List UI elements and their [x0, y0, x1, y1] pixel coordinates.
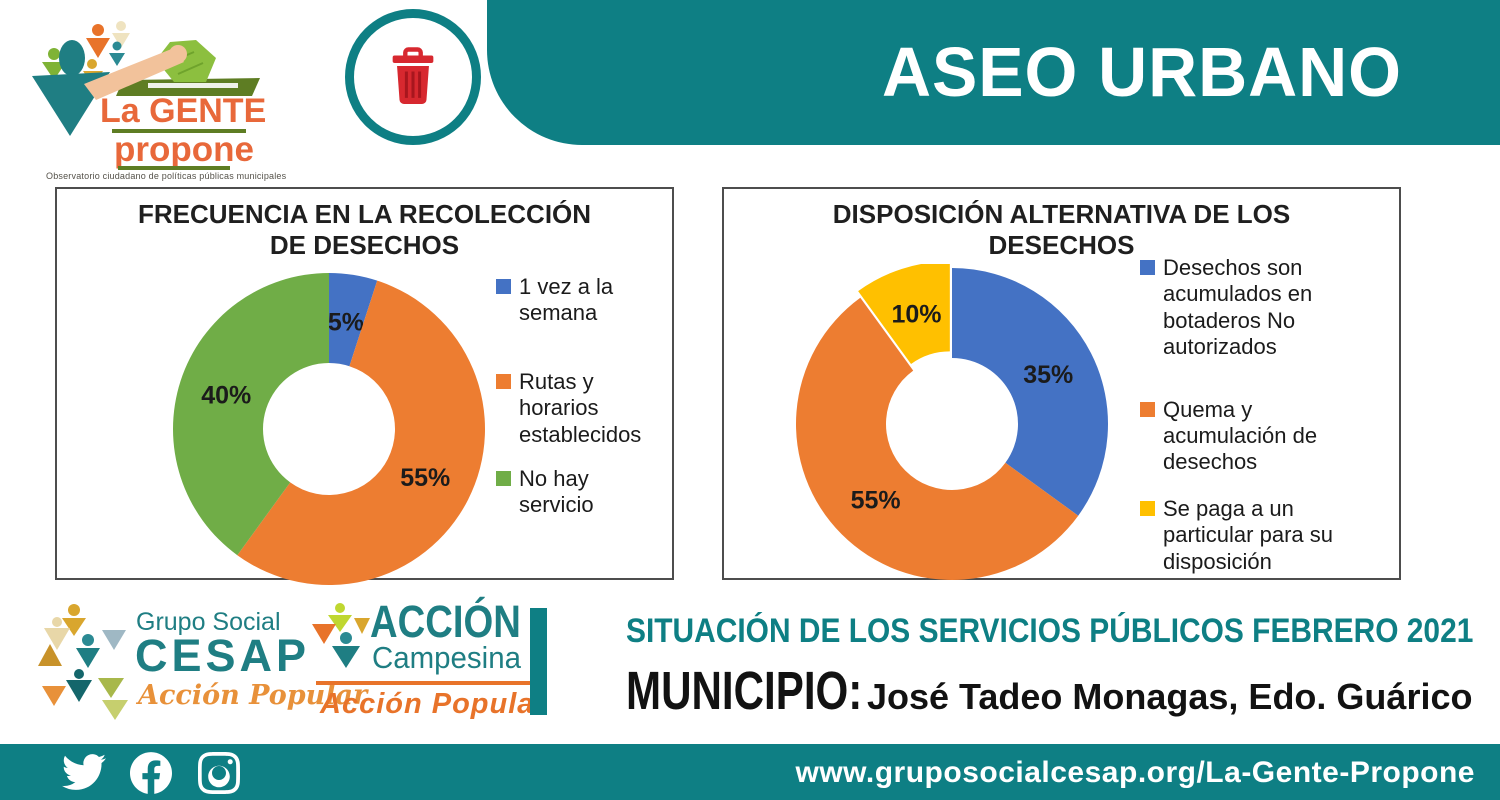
trash-badge: [345, 9, 481, 145]
accion-line1: ACCIÓN: [370, 596, 521, 647]
legend-item: Desechos son acumulados en botaderos No …: [1140, 255, 1350, 361]
accion-campesina-logo: ACCIÓN Campesina Acción Popular: [308, 596, 546, 736]
logo-tagline: Observatorio ciudadano de políticas públ…: [46, 171, 287, 181]
report-heading: SITUACIÓN DE LOS SERVICIOS PÚBLICOS FEBR…: [626, 612, 1474, 650]
chart-panel-disposicion: DISPOSICIÓN ALTERNATIVA DE LOS DESECHOS …: [722, 187, 1401, 580]
cesap-line1: Grupo Social: [136, 608, 281, 636]
legend-swatch: [1140, 500, 1155, 516]
legend-swatch: [1140, 260, 1155, 275]
la-gente-propone-logo-art: [32, 21, 260, 136]
chart-title: FRECUENCIA EN LA RECOLECCIÓN DE DESECHOS: [57, 199, 672, 260]
cesap-logo-art: [38, 604, 128, 720]
logo-underline: [118, 166, 230, 170]
donut-chart-frecuencia: 5% 55% 40%: [173, 273, 485, 585]
donut-slice-0: [952, 268, 1108, 516]
legend-item: No hay servicio: [496, 466, 668, 519]
legend-item: Se paga a un particular para su disposic…: [1140, 496, 1350, 575]
donut-slice-0: [329, 273, 378, 367]
chart-title-line2: DE DESECHOS: [269, 229, 460, 260]
twitter-icon[interactable]: [60, 750, 108, 799]
chart-title-line2: DESECHOS: [988, 229, 1135, 260]
grupo-social-cesap-logo: Grupo Social CESAP Acción Popular: [36, 600, 367, 733]
chart-legend: Desechos son acumulados en botaderos No …: [1140, 255, 1350, 575]
cesap-line3: Acción Popular: [138, 680, 368, 711]
chart-legend: 1 vez a la semana Rutas y horarios establ…: [496, 274, 668, 519]
slice-label: 40%: [201, 382, 251, 410]
logo-line2: propone: [114, 130, 254, 169]
donut-slice-2: [858, 264, 950, 364]
page-title: ASEO URBANO: [882, 33, 1402, 111]
vertical-divider-bar: [530, 608, 547, 715]
municipio-row: MUNICIPIO: José Tadeo Monagas, Edo. Guár…: [626, 660, 1500, 722]
legend-item: Quema y acumulación de desechos: [1140, 397, 1350, 476]
header-bar: ASEO URBANO: [487, 0, 1500, 145]
report-block: SITUACIÓN DE LOS SERVICIOS PÚBLICOS FEBR…: [626, 612, 1500, 722]
legend-label: 1 vez a la semana: [519, 274, 614, 326]
legend-item: Rutas y horarios establecidos: [496, 369, 668, 448]
instagram-icon[interactable]: [198, 752, 240, 799]
legend-label: Se paga a un particular para su disposic…: [1163, 495, 1333, 574]
municipio-value: José Tadeo Monagas, Edo. Guárico: [867, 676, 1473, 717]
legend-swatch: [496, 279, 511, 294]
legend-label: No hay servicio: [519, 465, 594, 518]
chart-title: DISPOSICIÓN ALTERNATIVA DE LOS DESECHOS: [724, 199, 1399, 260]
legend-swatch: [1140, 401, 1155, 417]
cesap-line2: CESAP: [135, 630, 311, 681]
accion-divider-line: [316, 681, 534, 685]
donut-slice-1: [796, 297, 1079, 580]
footer-bar: www.gruposocialcesap.org/La-Gente-Propon…: [0, 744, 1500, 800]
accion-line2: Campesina: [372, 640, 521, 675]
donut-chart-disposicion: 35% 55% 10%: [796, 264, 1108, 580]
footer-url-link[interactable]: www.gruposocialcesap.org/La-Gente-Propon…: [795, 756, 1475, 789]
slice-label: 5%: [328, 308, 364, 336]
slice-label: 35%: [1023, 361, 1073, 389]
chart-title-line1: FRECUENCIA EN LA RECOLECCIÓN: [137, 199, 592, 229]
accion-line3: Acción Popular: [320, 688, 547, 720]
donut-slice-1: [237, 280, 485, 585]
facebook-icon[interactable]: [130, 752, 172, 799]
chart-panel-frecuencia: FRECUENCIA EN LA RECOLECCIÓN DE DESECHOS…: [55, 187, 674, 585]
slice-label: 55%: [851, 486, 901, 514]
donut-slice-2: [173, 273, 329, 556]
chart-title-line1: DISPOSICIÓN ALTERNATIVA DE LOS: [832, 199, 1291, 229]
slice-label: 10%: [891, 301, 941, 329]
trash-can-icon: [392, 47, 434, 104]
legend-label: Rutas y horarios establecidos: [519, 368, 642, 447]
slice-label: 55%: [400, 464, 450, 492]
logo-line1: La GENTE: [100, 92, 267, 130]
legend-label: Desechos son acumulados en botaderos No …: [1163, 255, 1313, 360]
legend-swatch: [496, 470, 511, 486]
accion-campesina-logo-art: [312, 603, 370, 668]
la-gente-propone-logo: La GENTE propone Observatorio ciudadano …: [28, 8, 287, 181]
municipio-label: MUNICIPIO:: [626, 661, 863, 721]
legend-label: Quema y acumulación de desechos: [1163, 396, 1318, 475]
legend-item: 1 vez a la semana: [496, 274, 668, 327]
logo-underline: [112, 129, 246, 133]
legend-swatch: [496, 373, 511, 389]
